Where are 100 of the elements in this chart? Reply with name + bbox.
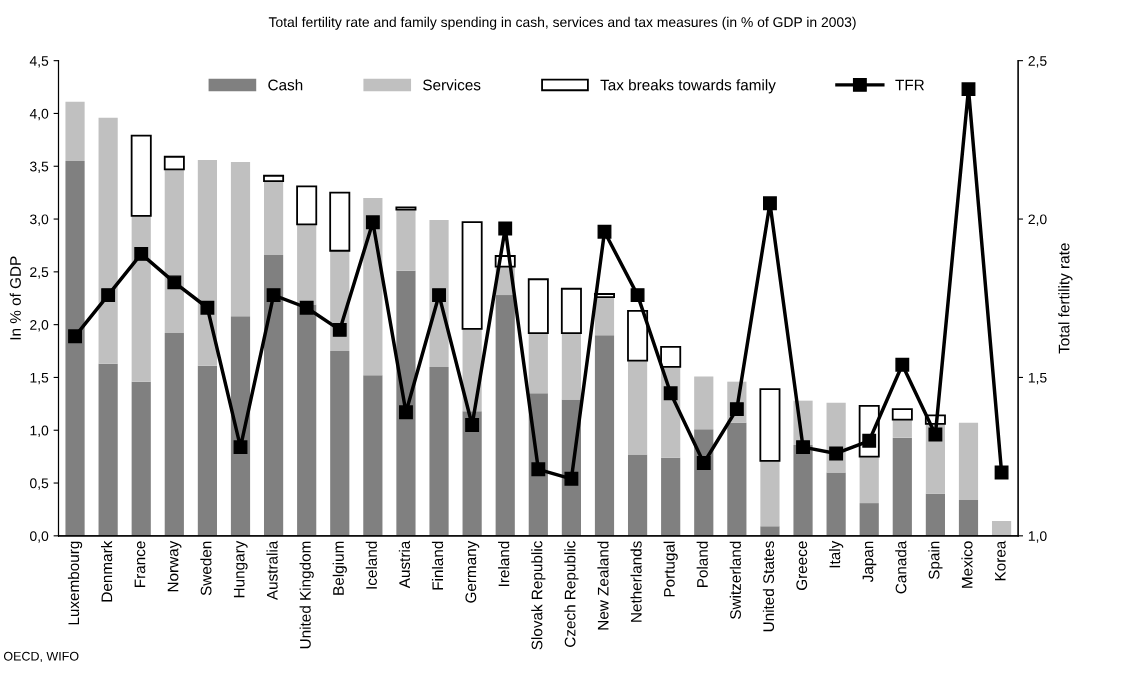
bar xyxy=(329,191,351,252)
point xyxy=(994,465,1009,480)
bar xyxy=(296,185,318,226)
legend-label: TFR xyxy=(895,79,925,91)
bar xyxy=(263,181,284,255)
x-tick-label: Slovak Republic xyxy=(531,541,546,650)
x-tick-label: Mexico xyxy=(961,541,973,588)
y-tick-label: 1,0 xyxy=(30,425,49,438)
point xyxy=(399,405,413,420)
bar xyxy=(363,375,383,536)
bar xyxy=(925,493,945,536)
bar xyxy=(859,503,879,536)
y-tick-label: 1,5 xyxy=(30,372,49,385)
y2-tick-label: 1,5 xyxy=(1028,372,1047,385)
bar xyxy=(130,134,152,217)
x-tick-label: Korea xyxy=(995,540,1006,581)
x-tick-label: Sweden xyxy=(200,541,212,596)
x-tick-label: Luxembourg xyxy=(67,541,83,625)
point xyxy=(101,288,116,303)
bar xyxy=(330,351,350,536)
x-tick-label: Netherlands xyxy=(630,541,642,622)
bar xyxy=(98,363,118,536)
bar xyxy=(98,117,118,364)
point xyxy=(630,288,645,303)
y-tick-label: 2,0 xyxy=(30,319,49,332)
point xyxy=(663,386,678,401)
bar xyxy=(793,445,813,536)
x-tick-label: Switzerland xyxy=(729,541,741,619)
point xyxy=(763,196,777,211)
bar xyxy=(560,287,582,334)
bar xyxy=(495,295,515,536)
point xyxy=(266,288,281,303)
point xyxy=(895,357,910,372)
bar xyxy=(727,422,747,536)
x-tick-label: United States xyxy=(762,541,775,632)
x-tick-label: Ireland xyxy=(498,541,510,586)
legend-label: Tax breaks towards family xyxy=(600,79,776,94)
y-axis-title: In % of GDP xyxy=(9,256,21,340)
point xyxy=(829,446,844,461)
point xyxy=(928,427,943,442)
x-tick-label: Japan xyxy=(862,541,877,583)
bar xyxy=(958,422,979,500)
point xyxy=(167,275,182,290)
bar xyxy=(859,456,879,504)
bar xyxy=(65,160,85,536)
x-tick-label: Spain xyxy=(928,541,943,580)
x-tick-label: Canada xyxy=(895,540,907,594)
bar xyxy=(297,224,317,305)
y2-tick-label: 2,0 xyxy=(1028,214,1047,226)
x-tick-label: Poland xyxy=(696,541,708,588)
bar xyxy=(197,159,217,366)
bar xyxy=(163,155,185,171)
y2-tick-label: 1,0 xyxy=(1028,531,1047,543)
point xyxy=(796,440,810,455)
point xyxy=(233,440,248,455)
bar xyxy=(892,419,912,438)
bar xyxy=(527,278,549,334)
bar xyxy=(760,526,780,536)
y-tick-label: 4,0 xyxy=(29,108,49,121)
y-tick-label: 3,0 xyxy=(30,214,49,226)
y-tick-label: 0,0 xyxy=(30,531,49,543)
bar xyxy=(263,174,285,182)
x-tick-label: Denmark xyxy=(101,540,113,602)
x-tick-label: New Zealand xyxy=(597,541,609,630)
bar xyxy=(297,304,317,536)
text: OECD, WIFO xyxy=(3,651,79,663)
point xyxy=(696,456,711,470)
bar xyxy=(891,408,913,421)
bar xyxy=(65,101,85,161)
x-tick-label: Czech Republic xyxy=(564,541,579,647)
legend-label: Services xyxy=(423,79,481,91)
bar xyxy=(461,221,483,330)
bar xyxy=(759,388,781,462)
bar xyxy=(594,335,615,536)
point xyxy=(332,322,347,337)
y-tick-label: 2,5 xyxy=(30,267,49,279)
y2-tick-label: 2,5 xyxy=(1028,55,1047,68)
point xyxy=(200,300,215,315)
bar xyxy=(661,457,681,536)
point xyxy=(68,329,82,344)
x-tick-label: Austria xyxy=(398,540,411,589)
chart-title: Total fertility rate and family spending in cash, services and tax measures (in % of GDP in 2003) xyxy=(268,16,856,30)
bar xyxy=(627,360,648,455)
bar xyxy=(263,254,284,536)
bar xyxy=(760,460,780,527)
y-tick-label: 4,5 xyxy=(29,56,49,68)
x-tick-label: Belgium xyxy=(332,541,347,595)
bar xyxy=(627,454,648,536)
bar xyxy=(694,376,714,430)
bar xyxy=(396,270,416,536)
bar xyxy=(396,209,416,271)
point xyxy=(597,224,612,239)
x-tick-label: Germany xyxy=(465,540,480,603)
x-tick-label: Portugal xyxy=(663,541,678,597)
bar xyxy=(892,437,912,536)
point xyxy=(564,471,579,486)
bar xyxy=(429,366,449,536)
bar xyxy=(627,310,649,362)
point xyxy=(465,418,480,432)
x-tick-label: Finland xyxy=(431,541,444,590)
